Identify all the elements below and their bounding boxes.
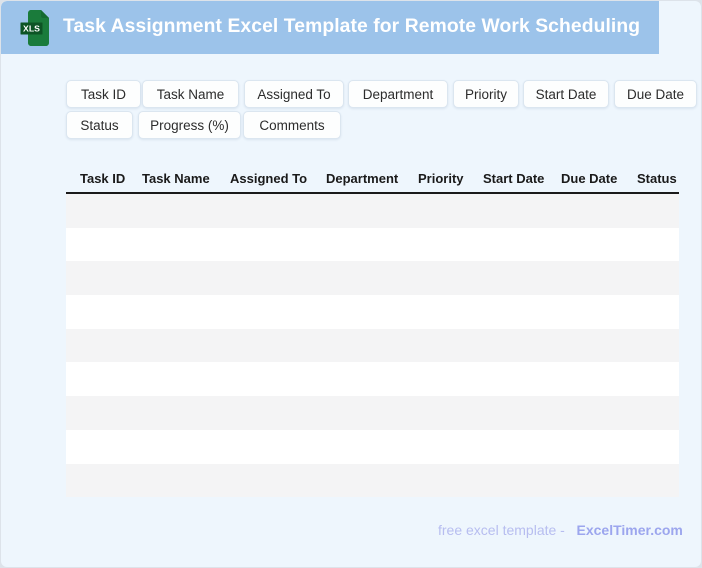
svg-text:XLS: XLS — [23, 23, 40, 33]
